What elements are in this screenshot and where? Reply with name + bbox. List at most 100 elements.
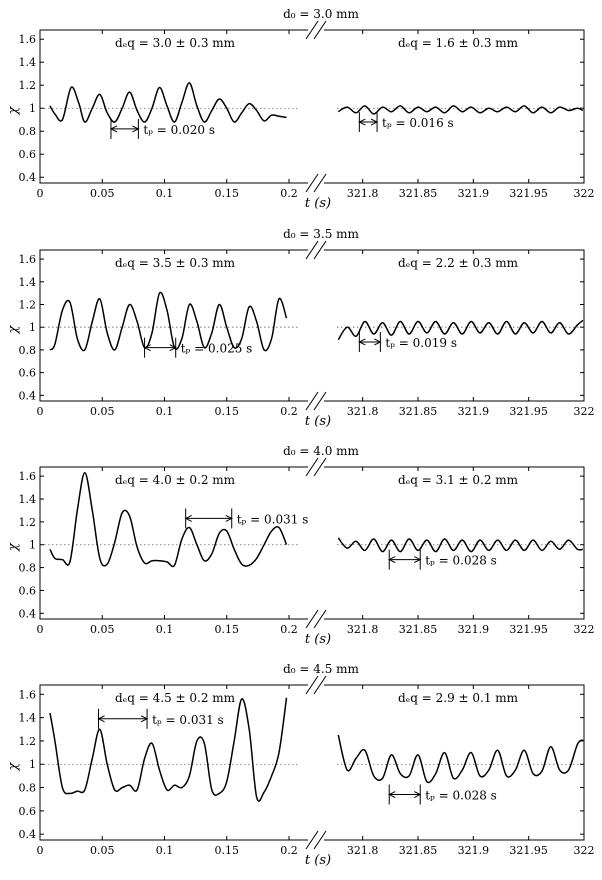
y-tick-label: 1 — [29, 102, 36, 115]
x-tick-label: 321.85 — [399, 187, 438, 200]
axis-break-mark — [313, 675, 327, 695]
deq-annotation: dₑq = 2.9 ± 0.1 mm — [398, 691, 519, 705]
y-tick-label: 1.4 — [19, 493, 37, 506]
x-tick-label: 0.1 — [156, 623, 174, 636]
tp-annotation: tₚ = 0.019 s — [385, 336, 457, 350]
arrowhead — [143, 344, 151, 352]
x-tick-label: 322 — [574, 405, 595, 418]
tp-annotation: tₚ = 0.020 s — [143, 123, 215, 137]
deq-annotation: dₑq = 4.5 ± 0.2 mm — [115, 691, 236, 705]
axis-break-gap — [308, 391, 324, 411]
y-tick-label: 1 — [29, 758, 36, 771]
arrowhead — [413, 556, 422, 564]
y-tick-label: 0.6 — [19, 367, 37, 380]
x-tick-label: 0 — [37, 187, 44, 200]
x-tick-label: 0.05 — [90, 623, 115, 636]
x-tick-label: 0 — [37, 623, 44, 636]
axis-break-gap — [308, 830, 324, 850]
arrowhead — [388, 791, 396, 798]
x-tick-label: 321.8 — [347, 405, 379, 418]
axis-break-gap — [308, 609, 324, 629]
deq-annotation: dₑq = 4.0 ± 0.2 mm — [115, 473, 236, 487]
deq-annotation: dₑq = 3.1 ± 0.2 mm — [398, 473, 519, 487]
deq-annotation: dₑq = 1.6 ± 0.3 mm — [398, 36, 519, 50]
arrowhead — [140, 715, 149, 723]
arrowhead — [225, 514, 233, 522]
arrowhead — [358, 118, 366, 126]
axis-break-mark — [313, 240, 327, 260]
period-marker: tₚ = 0.031 s — [97, 708, 224, 729]
x-tick-label: 0.2 — [280, 187, 298, 200]
period-marker: tₚ = 0.020 s — [109, 118, 215, 139]
x-tick-label: 321.9 — [458, 623, 490, 636]
period-marker: tₚ = 0.019 s — [358, 331, 457, 352]
y-tick-label: 0.6 — [19, 805, 37, 818]
x-tick-label: 321.95 — [509, 623, 548, 636]
y-tick-label: 0.8 — [19, 782, 37, 795]
x-tick-label: 322 — [574, 187, 595, 200]
axis-break-mark — [305, 675, 319, 695]
x-axis-label: t (s) — [305, 853, 331, 868]
series-line-right — [337, 537, 584, 553]
axis-break-mark — [305, 457, 319, 477]
axis-break-mark — [305, 240, 319, 260]
arrowhead — [109, 125, 118, 133]
x-tick-label: 321.85 — [399, 405, 438, 418]
chart-panel-3: d₀ = 4.0 mm 0.4 0.6 0.8 1 1.2 1.4 1.6 χ t (s) 0 0.0… — [6, 444, 595, 647]
chart-panel-2: d₀ = 3.5 mm 0.4 0.6 0.8 1 1.2 1.4 1.6 χ t (s) 0 0.0… — [6, 227, 595, 429]
panel-heading: d₀ = 4.0 mm — [283, 444, 359, 458]
arrowhead — [413, 791, 422, 798]
x-tick-label: 0.15 — [215, 844, 240, 857]
series-line-right — [337, 319, 584, 341]
x-tick-label: 0.15 — [215, 405, 240, 418]
axis-break-mark — [313, 391, 327, 411]
y-tick-label: 0.4 — [19, 171, 37, 184]
y-tick-label: 1.2 — [19, 516, 37, 529]
series-line-left — [49, 697, 288, 802]
x-tick-label: 321.95 — [509, 844, 548, 857]
deq-annotation: dₑq = 3.0 ± 0.3 mm — [115, 36, 236, 50]
y-tick-label: 1.6 — [19, 688, 37, 701]
axis-break-mark — [313, 830, 327, 850]
axis-break-mark — [305, 391, 319, 411]
y-tick-label: 0.6 — [19, 148, 37, 161]
y-axis-label: χ — [6, 105, 21, 115]
x-tick-label: 321.85 — [399, 623, 438, 636]
x-tick-label: 0.1 — [156, 844, 174, 857]
x-tick-label: 322 — [574, 623, 595, 636]
x-tick-label: 321.95 — [509, 187, 548, 200]
x-tick-label: 0.1 — [156, 405, 174, 418]
tp-annotation: tₚ = 0.028 s — [425, 789, 497, 803]
period-marker: tₚ = 0.016 s — [358, 112, 454, 133]
x-tick-label: 0 — [37, 844, 44, 857]
arrowhead — [370, 118, 379, 126]
y-tick-label: 0.8 — [19, 562, 37, 575]
x-tick-label: 0.2 — [280, 405, 298, 418]
panel-heading: d₀ = 3.0 mm — [283, 7, 359, 21]
x-tick-label: 0.05 — [90, 844, 115, 857]
period-marker: tₚ = 0.025 s — [143, 337, 252, 358]
tp-annotation: tₚ = 0.016 s — [382, 116, 454, 130]
chart-panel-1: d₀ = 3.0 mm 0.4 0.6 0.8 1 1.2 1.4 1.6 χ t (s) 0 0.0… — [6, 7, 595, 211]
x-tick-label: 0.15 — [215, 623, 240, 636]
y-tick-label: 1 — [29, 539, 36, 552]
panel-heading: d₀ = 4.5 mm — [283, 662, 359, 676]
y-tick-label: 0.8 — [19, 344, 37, 357]
y-tick-label: 0.4 — [19, 389, 37, 402]
axis-break-mark — [313, 173, 327, 193]
arrowhead — [169, 344, 177, 352]
y-tick-label: 1.4 — [19, 56, 37, 69]
y-tick-label: 1.6 — [19, 253, 37, 266]
axis-break-mark — [313, 20, 327, 40]
y-tick-label: 0.4 — [19, 828, 37, 841]
arrowhead — [97, 715, 105, 723]
y-tick-label: 1.6 — [19, 470, 37, 483]
y-tick-label: 1.4 — [19, 276, 37, 289]
y-axis-label: χ — [6, 542, 21, 552]
arrowhead — [358, 338, 366, 346]
y-tick-label: 1.2 — [19, 735, 37, 748]
arrowhead — [184, 514, 192, 522]
x-tick-label: 321.9 — [458, 187, 490, 200]
y-tick-label: 1.2 — [19, 79, 37, 92]
